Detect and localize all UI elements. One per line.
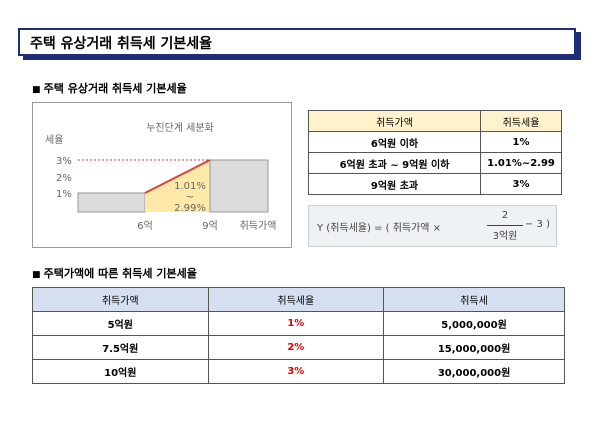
y-tick: 3% bbox=[56, 156, 72, 167]
x-label: 9억 bbox=[202, 220, 218, 232]
section-heading: 주택가액에 따른 취득세 기본세율 bbox=[32, 265, 197, 281]
step-high bbox=[209, 159, 269, 213]
band-label: ~ bbox=[186, 192, 194, 203]
y-tick: 1% bbox=[56, 189, 72, 200]
cell: 3% bbox=[480, 173, 562, 195]
cell: 취득세율 bbox=[480, 110, 562, 132]
formula-rhs: − 3 ) bbox=[525, 219, 550, 230]
band-label: 1.01% bbox=[174, 181, 206, 192]
formula-denominator: 3억원 bbox=[487, 225, 523, 242]
cell: 1.01%~2.99 bbox=[480, 152, 562, 174]
cell: 취득가액 bbox=[32, 287, 209, 312]
formula-numerator: 2 bbox=[501, 210, 509, 221]
cell: 2% bbox=[207, 335, 385, 360]
cell: 취득세 bbox=[383, 287, 565, 312]
cell: 30,000,000원 bbox=[383, 359, 565, 384]
cell: 취득세율 bbox=[207, 287, 385, 312]
cell: 10억원 bbox=[32, 359, 209, 384]
rate-line bbox=[144, 159, 211, 194]
cell: 취득가액 bbox=[307, 110, 482, 132]
page-title: 주택 유상거래 취득세 기본세율 bbox=[18, 28, 576, 56]
step-mid bbox=[145, 160, 210, 212]
cell: 5,000,000원 bbox=[383, 311, 565, 336]
cell: 1% bbox=[480, 131, 562, 153]
tax-table: 취득가액 취득세율 취득세 5억원 1% 5,000,000원 7.5억원 2% 15,00… bbox=[32, 287, 565, 384]
x-label: 취득가액 bbox=[240, 220, 277, 232]
y-tick: 2% bbox=[56, 173, 72, 184]
cell: 6억원 이하 bbox=[307, 131, 482, 153]
diagram-title: 누진단계 세분화 bbox=[146, 122, 214, 134]
cell: 6억원 초과 ~ 9억원 이하 bbox=[307, 152, 482, 174]
cell: 15,000,000원 bbox=[383, 335, 565, 360]
rate-table: 취득가액 취득세율 6억원 이하 1% 6억원 초과 ~ 9억원 이하 1.01%~2… bbox=[307, 110, 562, 195]
band-label: 2.99% bbox=[174, 203, 206, 214]
cell: 5억원 bbox=[32, 311, 209, 336]
diagram-box bbox=[32, 102, 292, 248]
cell: 1% bbox=[207, 311, 385, 336]
formula-lhs: Y (취득세율) = ( 취득가액 × bbox=[317, 223, 442, 234]
cell: 7.5억원 bbox=[32, 335, 209, 360]
step-low bbox=[77, 192, 146, 213]
x-label: 6억 bbox=[137, 220, 153, 232]
section-heading: 주택 유상거래 취득세 기본세율 bbox=[32, 80, 187, 96]
y-label: 세율 bbox=[45, 134, 63, 146]
cell: 9억원 초과 bbox=[307, 173, 482, 195]
cell: 3% bbox=[207, 359, 385, 384]
formula-box: Y (취득세율) = ( 취득가액 × 2 3억원 − 3 ) bbox=[308, 205, 557, 247]
